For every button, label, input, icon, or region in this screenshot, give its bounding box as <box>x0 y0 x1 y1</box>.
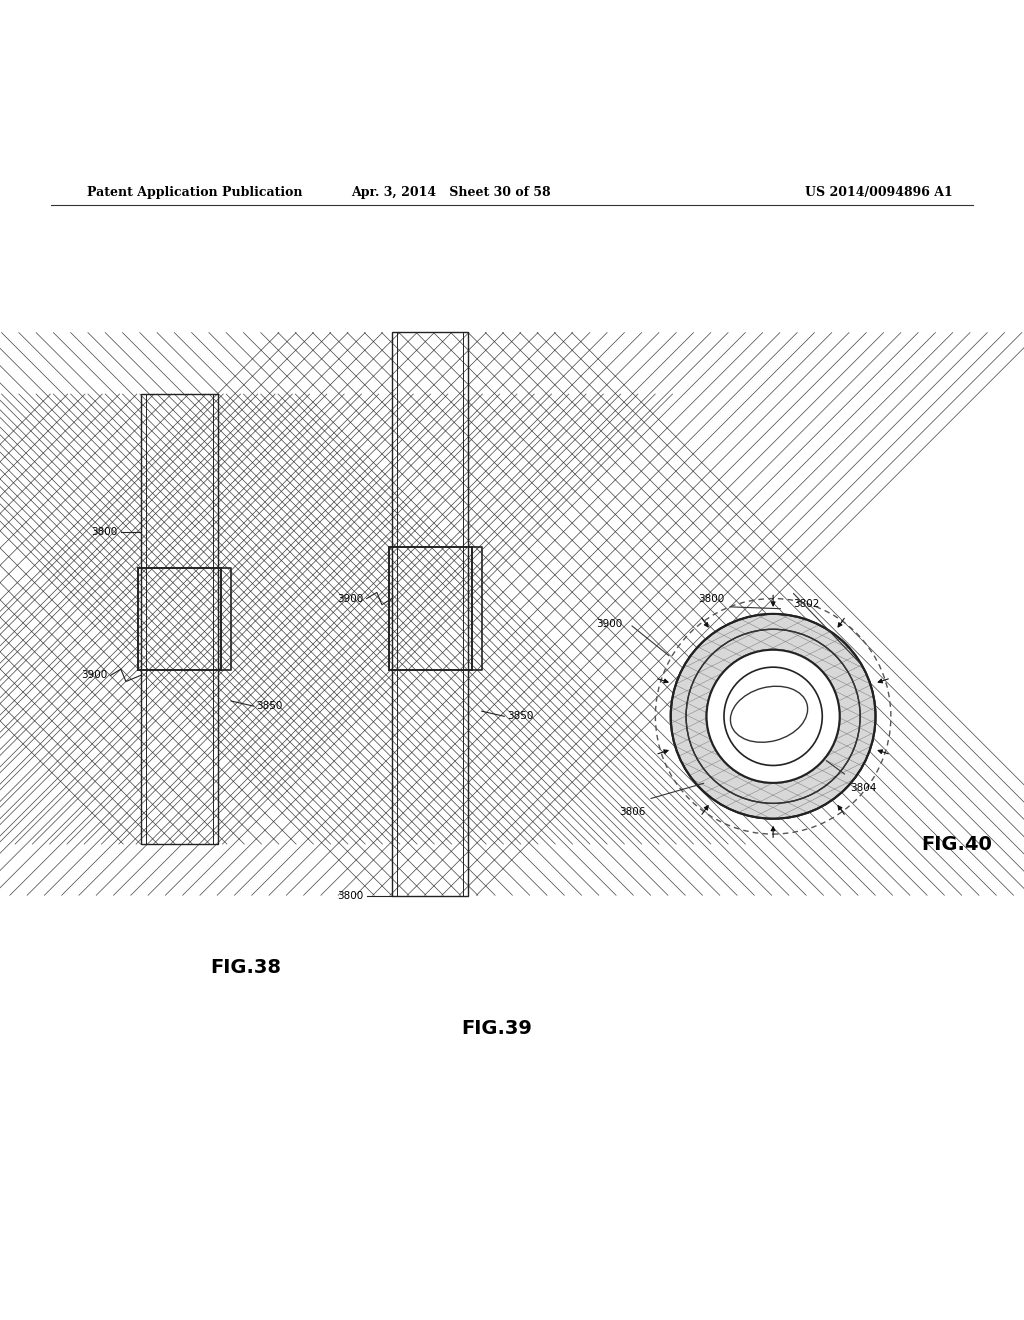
Text: 3804: 3804 <box>850 783 877 793</box>
Text: 3900: 3900 <box>337 594 364 603</box>
Text: 3800: 3800 <box>91 527 118 537</box>
Text: 3850: 3850 <box>508 711 534 721</box>
Text: 3900: 3900 <box>596 619 623 630</box>
Text: 3806: 3806 <box>618 807 645 817</box>
Bar <box>140 393 217 845</box>
Text: FIG.39: FIG.39 <box>461 1019 531 1038</box>
Text: 3850: 3850 <box>256 701 283 711</box>
Text: Patent Application Publication: Patent Application Publication <box>87 186 302 198</box>
Bar <box>391 333 469 895</box>
Text: US 2014/0094896 A1: US 2014/0094896 A1 <box>805 186 952 198</box>
Text: 3800: 3800 <box>337 891 364 900</box>
Text: 3900: 3900 <box>81 671 108 680</box>
Bar <box>389 548 471 671</box>
Text: FIG.38: FIG.38 <box>210 958 281 977</box>
Circle shape <box>671 614 876 818</box>
Circle shape <box>707 649 840 783</box>
Bar <box>137 568 220 671</box>
Bar <box>145 393 213 845</box>
Text: 3800: 3800 <box>698 594 725 603</box>
Circle shape <box>707 649 840 783</box>
Text: 3802: 3802 <box>794 599 820 609</box>
Circle shape <box>724 667 822 766</box>
Circle shape <box>671 614 876 818</box>
Bar <box>396 333 464 895</box>
Bar <box>140 393 217 845</box>
Bar <box>391 333 469 895</box>
Text: FIG.40: FIG.40 <box>922 834 992 854</box>
Text: Apr. 3, 2014   Sheet 30 of 58: Apr. 3, 2014 Sheet 30 of 58 <box>351 186 550 198</box>
